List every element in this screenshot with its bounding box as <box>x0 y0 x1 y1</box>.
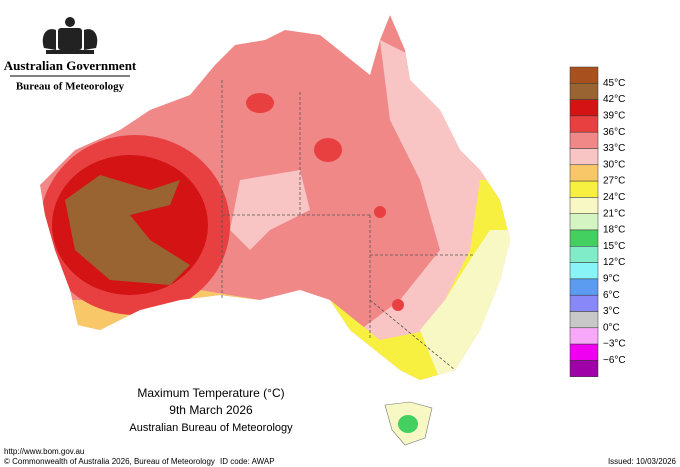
legend-label: 36°C <box>603 127 625 138</box>
footer-url: http://www.bom.gov.au <box>4 447 84 456</box>
legend-label: 45°C <box>603 78 625 89</box>
legend-swatch <box>569 197 599 214</box>
legend-label: 9°C <box>603 274 620 285</box>
legend-swatch <box>569 213 599 231</box>
government-name: Australian Government <box>4 58 137 73</box>
legend-swatch <box>569 262 599 280</box>
legend-label: 18°C <box>603 225 625 236</box>
legend-swatch <box>569 99 599 117</box>
legend-swatch <box>569 246 599 263</box>
legend-swatch <box>569 278 599 296</box>
footer-copyright: © Commonwealth of Australia 2026, Bureau… <box>4 457 215 466</box>
legend-label: 0°C <box>603 322 620 333</box>
tasmania-cool-area <box>398 415 418 433</box>
legend-label: 15°C <box>603 241 625 252</box>
legend-swatch <box>569 180 599 198</box>
coat-of-arms <box>42 17 98 54</box>
legend-label: 27°C <box>603 176 625 187</box>
agency-name: Bureau of Meteorology <box>16 81 125 93</box>
legend-swatch <box>569 229 599 247</box>
footer-issued: Issued: 10/03/2026 <box>608 457 677 466</box>
legend-swatch <box>569 148 599 166</box>
legend-label: 3°C <box>603 306 620 317</box>
legend-swatch <box>569 294 599 312</box>
legend-label: 21°C <box>603 208 625 219</box>
legend-swatch <box>569 343 599 361</box>
footer-id-code: ID code: AWAP <box>220 457 275 466</box>
legend-label: 39°C <box>603 111 625 122</box>
map-date: 9th March 2026 <box>169 403 253 417</box>
legend-swatch <box>569 164 599 182</box>
legend-swatch <box>569 115 599 133</box>
legend: 45°C 42°C 39°C 36°C 33°C 30°C 27°C 24°C 21°C 18°C… <box>569 66 626 377</box>
legend-label: 33°C <box>603 143 625 154</box>
legend-label: 6°C <box>603 290 620 301</box>
legend-label: 12°C <box>603 257 625 268</box>
legend-swatch <box>569 83 599 100</box>
legend-label: 30°C <box>603 159 625 170</box>
legend-label: −6°C <box>603 355 626 366</box>
legend-label: 24°C <box>603 192 625 203</box>
legend-label: −3°C <box>603 339 626 350</box>
legend-swatch <box>569 311 599 329</box>
legend-label: 42°C <box>603 94 625 105</box>
legend-swatch <box>569 131 599 149</box>
state-borders <box>221 80 475 371</box>
legend-swatch <box>569 360 599 377</box>
map-title: Maximum Temperature (°C) <box>137 386 284 400</box>
map-source: Australian Bureau of Meteorology <box>129 422 293 434</box>
legend-swatch <box>569 66 599 84</box>
legend-swatch <box>569 327 599 345</box>
